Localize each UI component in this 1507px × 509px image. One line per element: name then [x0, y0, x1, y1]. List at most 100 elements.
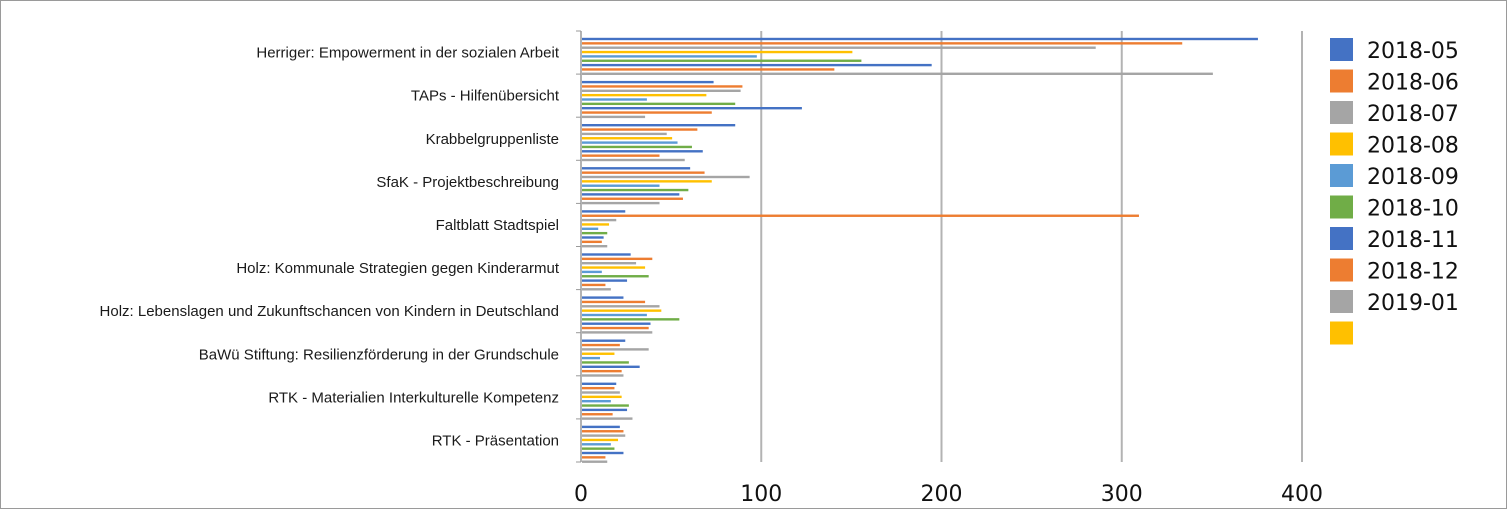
bar — [582, 42, 1183, 45]
bar — [582, 107, 802, 110]
bar — [582, 210, 626, 213]
bar — [582, 171, 705, 174]
bar — [582, 218, 617, 222]
bar — [582, 382, 617, 385]
bar — [582, 270, 602, 274]
category-label: Krabbelgruppenliste — [426, 131, 559, 148]
bar — [582, 365, 640, 368]
bar — [582, 50, 853, 54]
bar — [582, 193, 680, 196]
bar — [582, 296, 624, 299]
category-label: RTK - Materialien Interkulturelle Kompet… — [268, 389, 559, 406]
legend-swatch — [1330, 101, 1353, 124]
bar — [582, 223, 610, 226]
category-label: SfaK - Projektbeschreibung — [376, 174, 559, 191]
bar — [582, 391, 620, 394]
bar — [582, 68, 835, 71]
x-tick-label: 200 — [921, 482, 963, 507]
bar — [582, 283, 606, 287]
legend-label: 2018-05 — [1367, 39, 1459, 64]
x-tick-label: 400 — [1281, 482, 1323, 507]
bar — [582, 443, 611, 446]
bar — [582, 460, 608, 463]
bar — [582, 313, 647, 317]
bar — [582, 305, 660, 308]
bar — [582, 145, 692, 149]
bar — [582, 231, 608, 235]
bar — [582, 253, 631, 256]
bar — [582, 141, 678, 144]
x-tick-label: 300 — [1101, 482, 1143, 507]
bar — [582, 236, 604, 239]
bar — [582, 343, 620, 347]
category-label: TAPs - Hilfenübersicht — [411, 88, 560, 105]
legend-label: 2019-01 — [1367, 291, 1459, 316]
legend-swatch — [1330, 321, 1353, 345]
bar — [582, 124, 736, 127]
bar — [582, 326, 649, 330]
bar — [582, 115, 646, 119]
bar — [582, 386, 615, 390]
legend-label: 2018-09 — [1367, 165, 1459, 190]
bar — [582, 447, 615, 450]
category-label: BaWü Stiftung: Resilienzförderung in der… — [199, 346, 559, 363]
legend-swatch — [1330, 258, 1353, 282]
bar — [582, 132, 667, 136]
legend-label: 2018-11 — [1367, 228, 1459, 253]
bar — [582, 434, 626, 437]
bar — [582, 430, 624, 433]
bar — [582, 279, 628, 282]
legend-swatch — [1330, 38, 1353, 61]
bar — [582, 369, 622, 373]
bar — [582, 318, 680, 321]
bar — [582, 240, 602, 244]
bar — [582, 98, 647, 101]
bar — [582, 266, 646, 269]
legend-label: 2018-12 — [1367, 260, 1459, 285]
bar — [582, 80, 714, 84]
bar — [582, 85, 743, 88]
bar — [582, 93, 707, 97]
bar — [582, 188, 689, 192]
bar — [582, 425, 620, 429]
bar — [582, 356, 601, 360]
bar — [582, 72, 1213, 75]
bar — [582, 262, 637, 265]
bar — [582, 408, 628, 412]
legend-swatch — [1330, 164, 1353, 187]
bar — [582, 417, 633, 420]
bar — [582, 214, 1139, 217]
category-label: Faltblatt Stadtspiel — [436, 217, 559, 234]
bar — [582, 451, 624, 455]
legend-label: 2018-10 — [1367, 197, 1459, 222]
bar — [582, 400, 611, 403]
bar — [582, 46, 1096, 49]
x-tick-label: 0 — [574, 482, 588, 507]
bar — [582, 175, 750, 179]
bar — [582, 158, 685, 162]
bar — [582, 361, 629, 364]
bar — [582, 331, 653, 334]
bar — [582, 180, 712, 183]
bar — [582, 63, 932, 67]
bar — [582, 309, 662, 312]
category-label: RTK - Präsentation — [432, 432, 559, 449]
bar — [582, 257, 653, 261]
bar — [582, 184, 660, 187]
bar — [582, 37, 1258, 41]
bar — [582, 300, 646, 304]
bar — [582, 111, 712, 114]
bar — [582, 197, 683, 200]
bar — [582, 339, 626, 342]
bar — [582, 348, 649, 351]
category-label: Herriger: Empowerment in der sozialen Ar… — [256, 45, 559, 62]
bar — [582, 150, 703, 153]
bar — [582, 227, 599, 230]
legend-swatch — [1330, 195, 1353, 219]
legend-swatch — [1330, 227, 1353, 250]
legend-label: 2018-08 — [1367, 134, 1459, 159]
bar — [582, 102, 736, 106]
bar — [582, 55, 757, 58]
bar — [582, 154, 660, 157]
